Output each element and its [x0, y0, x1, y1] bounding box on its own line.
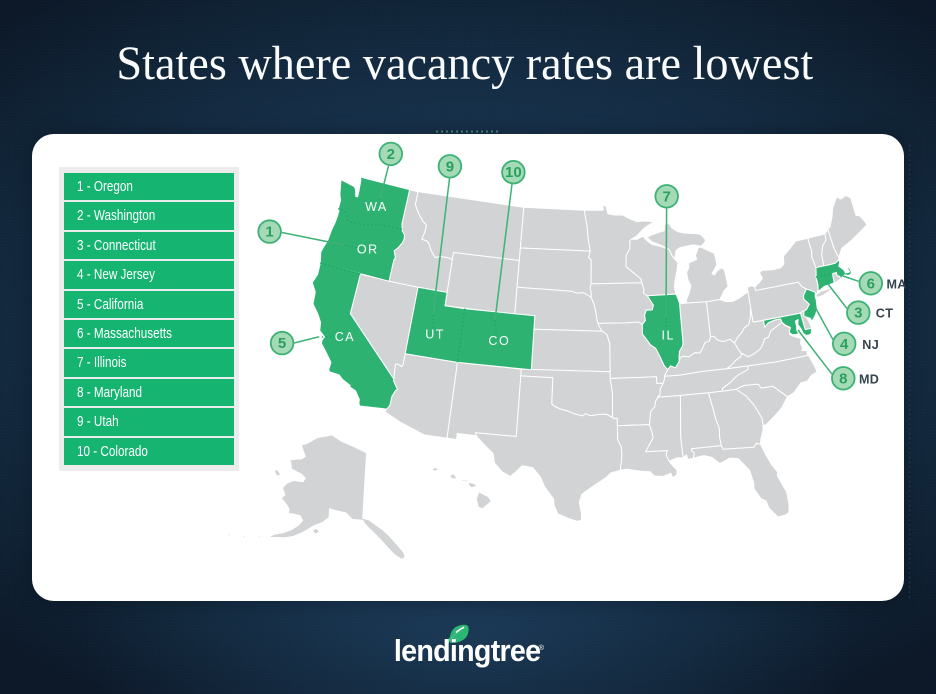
svg-text:MA: MA — [887, 277, 907, 291]
svg-text:MD: MD — [859, 372, 879, 386]
svg-text:NJ: NJ — [862, 338, 879, 352]
svg-text:4: 4 — [840, 336, 849, 353]
svg-text:®: ® — [539, 643, 545, 652]
svg-text:6: 6 — [867, 275, 875, 292]
svg-text:5: 5 — [278, 335, 286, 352]
svg-text:WA: WA — [365, 200, 388, 214]
svg-text:OR: OR — [357, 243, 379, 257]
svg-text:1: 1 — [265, 224, 273, 241]
svg-text:CT: CT — [876, 307, 893, 321]
svg-text:3: 3 — [854, 305, 862, 322]
svg-text:CA: CA — [335, 330, 355, 344]
svg-text:9: 9 — [446, 158, 454, 175]
svg-text:CO: CO — [488, 334, 510, 348]
svg-text:7: 7 — [663, 188, 671, 205]
svg-text:2: 2 — [387, 146, 395, 163]
svg-text:IL: IL — [661, 329, 674, 343]
svg-text:8: 8 — [839, 370, 847, 387]
svg-text:UT: UT — [425, 328, 445, 342]
svg-text:10: 10 — [505, 164, 522, 181]
